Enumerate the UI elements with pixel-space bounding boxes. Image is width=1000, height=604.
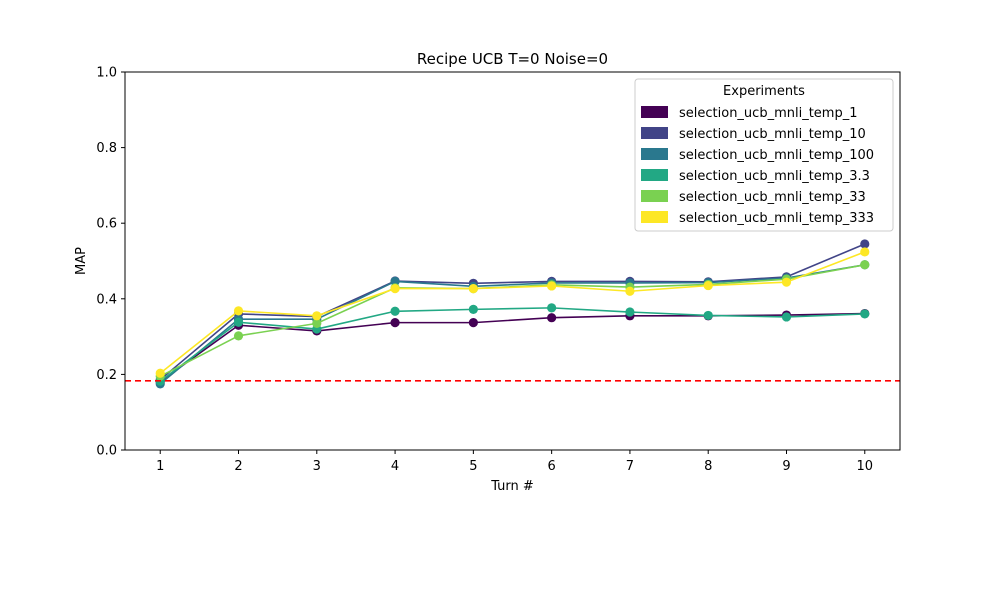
data-point [547, 313, 557, 323]
data-point [860, 239, 870, 249]
chart-title: Recipe UCB T=0 Noise=0 [417, 50, 608, 68]
data-point [860, 309, 870, 319]
data-point [390, 283, 400, 294]
legend-swatch [641, 127, 668, 139]
y-tick-label: 0.8 [96, 141, 117, 156]
data-point [468, 304, 478, 314]
data-point [860, 260, 870, 270]
series-line [159, 251, 866, 374]
data-point [781, 312, 792, 322]
series-5 [155, 247, 870, 378]
series-layer [155, 239, 870, 389]
x-tick-label: 8 [704, 459, 712, 474]
y-tick-label: 0.4 [96, 292, 117, 307]
legend-swatch [641, 169, 668, 181]
x-tick-label: 9 [782, 459, 790, 474]
legend-label: selection_ucb_mnli_temp_10 [679, 127, 866, 142]
y-tick-label: 0.0 [96, 444, 117, 459]
x-axis-label: Turn # [490, 479, 534, 494]
legend-label: selection_ucb_mnli_temp_33 [679, 190, 866, 205]
data-point [233, 317, 244, 327]
legend-label: selection_ucb_mnli_temp_1 [679, 106, 857, 121]
data-point [860, 247, 870, 257]
plot-frame [124, 71, 901, 451]
series-line [159, 307, 865, 382]
data-point [390, 306, 400, 316]
data-point [468, 283, 478, 294]
data-point [547, 303, 557, 313]
x-tick-label: 2 [234, 459, 242, 474]
x-tick-label: 3 [313, 459, 321, 474]
legend-swatch [641, 106, 668, 118]
data-point [233, 306, 244, 316]
data-point [312, 318, 322, 328]
x-tick-label: 10 [856, 459, 873, 474]
legend-swatch [641, 148, 668, 160]
legend-label: selection_ucb_mnli_temp_333 [679, 211, 874, 226]
legend-label: selection_ucb_mnli_temp_100 [679, 148, 874, 163]
x-tick-label: 5 [469, 459, 477, 474]
data-point [547, 281, 557, 291]
x-tick-label: 4 [391, 459, 399, 474]
data-point [312, 311, 322, 321]
data-point [625, 286, 635, 296]
x-tick-label: 6 [548, 459, 556, 474]
axes-layer: 0.0 0.2 0.4 0.6 0.8 1.0 1 2 3 4 5 6 7 8 9 10 [96, 66, 901, 474]
data-point [468, 318, 478, 328]
y-tick-label: 0.6 [96, 217, 117, 232]
y-tick-label: 1.0 [96, 66, 117, 81]
data-point [703, 280, 713, 291]
legend: Experiments selection_ucb_mnli_temp_1sel… [634, 78, 894, 232]
series-line [159, 263, 865, 385]
y-tick-label: 0.2 [96, 368, 117, 383]
legend-box [634, 78, 894, 232]
data-point [390, 276, 400, 287]
y-axis-label: MAP [74, 247, 89, 275]
legend-swatch [641, 211, 668, 223]
legend-title: Experiments [723, 84, 805, 99]
x-tick-label: 1 [156, 459, 164, 474]
series-line [159, 243, 866, 381]
legend-items: selection_ucb_mnli_temp_1 selection_ucb_m… [641, 106, 874, 226]
legend-swatch [641, 190, 668, 202]
data-point [155, 368, 165, 378]
x-tick-label: 7 [626, 459, 634, 474]
data-point [781, 277, 792, 287]
data-point [703, 310, 713, 321]
data-point [625, 307, 635, 317]
data-point [390, 318, 400, 328]
legend-label: selection_ucb_mnli_temp_3.3 [679, 169, 870, 184]
data-point [233, 331, 244, 341]
